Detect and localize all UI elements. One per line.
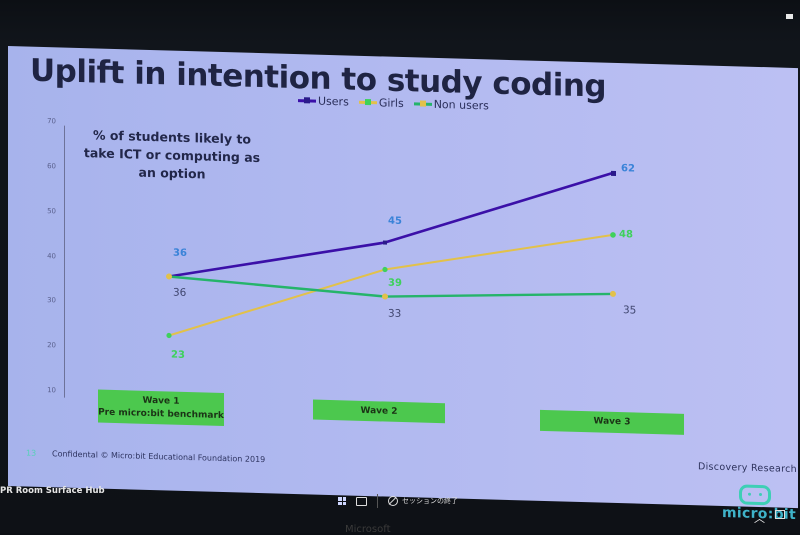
line-plot	[166, 170, 616, 339]
data-label-non-users-w1: 36	[173, 286, 187, 299]
window-restore-icon[interactable]	[786, 14, 793, 19]
category-label-wave-1: Wave 1 Pre micro:bit benchmark	[98, 389, 224, 427]
data-label-users-w1: 36	[173, 247, 187, 259]
wave-2-title: Wave 2	[360, 405, 398, 417]
category-label-wave-2: Wave 2	[313, 399, 445, 424]
marker-non-users	[166, 273, 172, 280]
presentation-slide: Uplift in intention to study coding User…	[8, 46, 798, 523]
bezel-brand-text: Microsoft	[345, 524, 391, 535]
task-view-icon[interactable]	[356, 496, 367, 506]
taskbar-divider	[377, 494, 378, 508]
marker-non-users	[610, 290, 616, 297]
marker-non-users	[382, 293, 388, 300]
data-label-users-w3: 62	[621, 163, 635, 175]
windows-start-icon[interactable]	[338, 497, 346, 505]
category-label-wave-3: Wave 3	[540, 409, 684, 435]
marker-users	[383, 240, 387, 245]
data-label-non-users-w2: 33	[388, 307, 402, 320]
system-tray: ︿	[754, 510, 785, 526]
action-center-icon[interactable]	[775, 510, 785, 519]
marker-girls	[610, 232, 616, 238]
data-label-users-w2: 45	[388, 215, 402, 228]
marker-girls	[166, 332, 172, 339]
chevron-up-icon[interactable]: ︿	[754, 512, 765, 525]
microbit-face-icon	[739, 484, 771, 506]
data-label-non-users-w3: 35	[623, 304, 637, 317]
data-label-girls-w1: 23	[171, 349, 185, 361]
marker-girls	[382, 266, 388, 273]
hub-taskbar: セッションの終了	[338, 494, 458, 508]
end-session-label: セッションの終了	[402, 497, 458, 505]
marker-users	[611, 170, 616, 176]
wave-3-title: Wave 3	[593, 416, 631, 428]
data-label-girls-w3: 48	[619, 229, 633, 241]
page-number: 13	[26, 448, 37, 458]
wave-1-subtitle: Pre micro:bit benchmark	[98, 407, 224, 421]
data-label-girls-w2: 39	[388, 277, 402, 290]
end-session-button[interactable]: セッションの終了	[388, 496, 458, 506]
device-name: PR Room Surface Hub	[0, 486, 105, 496]
end-session-icon	[388, 496, 398, 506]
